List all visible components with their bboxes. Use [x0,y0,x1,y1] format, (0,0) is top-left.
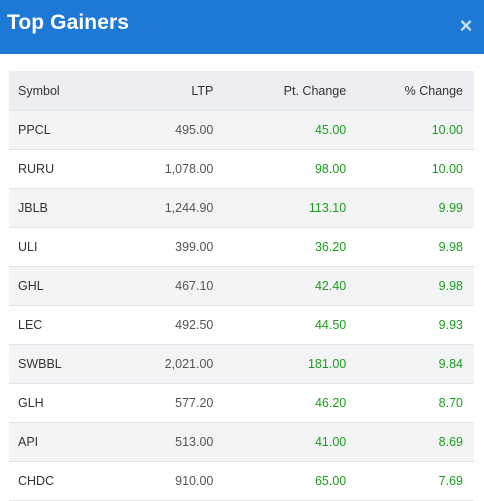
table-row[interactable]: API 513.00 41.00 8.69 [9,422,474,462]
pt-change-cell: 181.00 [213,344,347,384]
pt-change-cell: 44.50 [213,305,347,345]
pt-change-cell: 65.00 [213,461,347,501]
table-row[interactable]: LEC 492.50 44.50 9.93 [9,305,474,345]
gainers-table: Symbol LTP Pt. Change % Change PPCL 495.0… [9,71,474,501]
column-header-pt-change[interactable]: Pt. Change [213,71,347,111]
symbol-cell: API [9,422,112,462]
table-row[interactable]: GLH 577.20 46.20 8.70 [9,383,474,423]
ltp-cell: 513.00 [111,422,214,462]
ltp-cell: 2,021.00 [111,344,214,384]
pt-change-cell: 46.20 [213,383,347,423]
symbol-cell: JBLB [9,188,112,228]
column-header-symbol[interactable]: Symbol [9,71,112,111]
table-row[interactable]: JBLB 1,244.90 113.10 9.99 [9,188,474,228]
modal-title: Top Gainers [7,11,130,34]
pct-change-cell: 8.70 [346,383,474,423]
table-row[interactable]: SWBBL 2,021.00 181.00 9.84 [9,344,474,384]
gainers-table-container: Symbol LTP Pt. Change % Change PPCL 495.0… [9,71,474,501]
symbol-cell: GLH [9,383,112,423]
pct-change-cell: 9.98 [346,227,474,267]
ltp-cell: 495.00 [111,110,214,150]
pt-change-cell: 41.00 [213,422,347,462]
pct-change-cell: 9.99 [346,188,474,228]
pct-change-cell: 10.00 [346,149,474,189]
header-row: Symbol LTP Pt. Change % Change [9,71,474,111]
pt-change-cell: 113.10 [213,188,347,228]
column-header-ltp[interactable]: LTP [111,71,214,111]
pct-change-cell: 8.69 [346,422,474,462]
symbol-cell: CHDC [9,461,112,501]
pct-change-cell: 9.84 [346,344,474,384]
symbol-cell: GHL [9,266,112,306]
table-row[interactable]: ULI 399.00 36.20 9.98 [9,227,474,267]
ltp-cell: 1,078.00 [111,149,214,189]
ltp-cell: 577.20 [111,383,214,423]
table-row[interactable]: CHDC 910.00 65.00 7.69 [9,461,474,501]
table-body: PPCL 495.00 45.00 10.00 RURU 1,078.00 98.00 10.… [9,110,474,501]
pct-change-cell: 7.69 [346,461,474,501]
symbol-cell: RURU [9,149,112,189]
table-header: Symbol LTP Pt. Change % Change [9,71,474,111]
pct-change-cell: 10.00 [346,110,474,150]
ltp-cell: 910.00 [111,461,214,501]
pt-change-cell: 36.20 [213,227,347,267]
ltp-cell: 467.10 [111,266,214,306]
pct-change-cell: 9.98 [346,266,474,306]
ltp-cell: 492.50 [111,305,214,345]
table-row[interactable]: PPCL 495.00 45.00 10.00 [9,110,474,150]
pt-change-cell: 42.40 [213,266,347,306]
symbol-cell: ULI [9,227,112,267]
symbol-cell: SWBBL [9,344,112,384]
modal-header: Top Gainers × [0,0,484,54]
pct-change-cell: 9.93 [346,305,474,345]
pt-change-cell: 98.00 [213,149,347,189]
table-row[interactable]: GHL 467.10 42.40 9.98 [9,266,474,306]
column-header-pct-change[interactable]: % Change [346,71,474,111]
close-icon[interactable]: × [459,13,473,38]
symbol-cell: LEC [9,305,112,345]
symbol-cell: PPCL [9,110,112,150]
ltp-cell: 399.00 [111,227,214,267]
pt-change-cell: 45.00 [213,110,347,150]
ltp-cell: 1,244.90 [111,188,214,228]
table-row[interactable]: RURU 1,078.00 98.00 10.00 [9,149,474,189]
